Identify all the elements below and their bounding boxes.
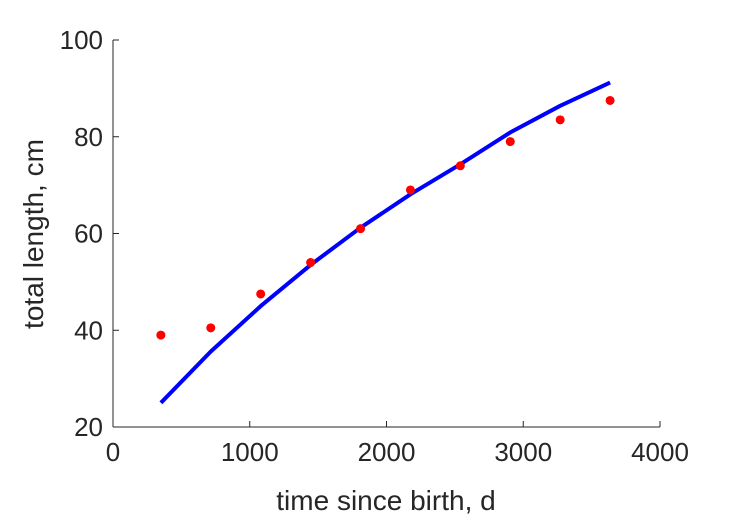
data-point bbox=[505, 137, 515, 147]
data-point bbox=[455, 161, 465, 171]
y-tick-label: 60 bbox=[74, 219, 103, 249]
data-point bbox=[405, 185, 415, 195]
y-tick-label: 20 bbox=[74, 412, 103, 442]
y-tick-label: 40 bbox=[74, 315, 103, 345]
y-tick-label: 80 bbox=[74, 122, 103, 152]
series-layer bbox=[156, 80, 615, 405]
data-point bbox=[206, 323, 216, 333]
x-tick-label: 4000 bbox=[631, 437, 689, 467]
x-tick-label: 1000 bbox=[221, 437, 279, 467]
data-point bbox=[256, 289, 266, 299]
x-tick-label: 3000 bbox=[494, 437, 552, 467]
data-point bbox=[356, 224, 366, 234]
x-tick-label: 0 bbox=[106, 437, 120, 467]
data-point bbox=[156, 330, 166, 340]
x-ticks: 0 1000 2000 3000 4000 bbox=[106, 421, 689, 467]
x-tick-label: 2000 bbox=[358, 437, 416, 467]
data-point bbox=[605, 95, 615, 105]
y-ticks: 20 40 60 80 100 bbox=[60, 25, 119, 442]
data-point bbox=[555, 115, 565, 125]
y-tick-label: 100 bbox=[60, 25, 103, 55]
x-axis-label: time since birth, d bbox=[276, 485, 495, 516]
fit-curve bbox=[159, 80, 611, 405]
data-point bbox=[306, 258, 316, 268]
y-axis-label: total length, cm bbox=[18, 139, 49, 329]
